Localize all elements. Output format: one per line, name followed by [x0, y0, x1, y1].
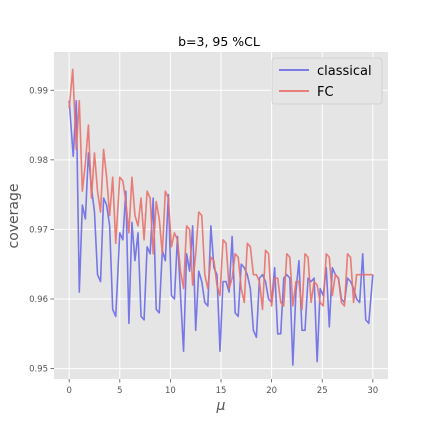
y-tick-label: 0.97 — [29, 225, 48, 235]
x-tick-label: 30 — [367, 386, 378, 396]
series-line-classical — [68, 99, 374, 366]
y-axis-label: coverage — [6, 184, 22, 249]
x-tick-label: 10 — [165, 386, 176, 396]
x-tick-label: 5 — [117, 386, 122, 396]
legend-label-fc: FC — [317, 85, 334, 100]
y-axis-ticks: 0.95 0.96 0.97 0.98 0.99 — [29, 86, 54, 375]
legend: classical FC — [271, 57, 383, 105]
x-axis-label: μ — [216, 398, 226, 414]
y-tick-label: 0.98 — [29, 156, 48, 166]
x-tick-label: 15 — [216, 386, 227, 396]
y-tick-label: 0.95 — [29, 365, 48, 375]
x-axis-ticks: 0 5 10 15 20 25 30 — [66, 379, 378, 396]
legend-label-classical: classical — [317, 64, 372, 79]
x-tick-label: 20 — [266, 386, 277, 396]
series-line-fc — [68, 68, 373, 311]
chart-title: b=3, 95 %CL — [178, 34, 260, 49]
x-tick-label: 0 — [66, 386, 71, 396]
series-layer — [68, 68, 374, 366]
y-tick-label: 0.96 — [29, 295, 48, 305]
x-tick-label: 25 — [317, 386, 328, 396]
y-tick-label: 0.99 — [29, 86, 48, 96]
